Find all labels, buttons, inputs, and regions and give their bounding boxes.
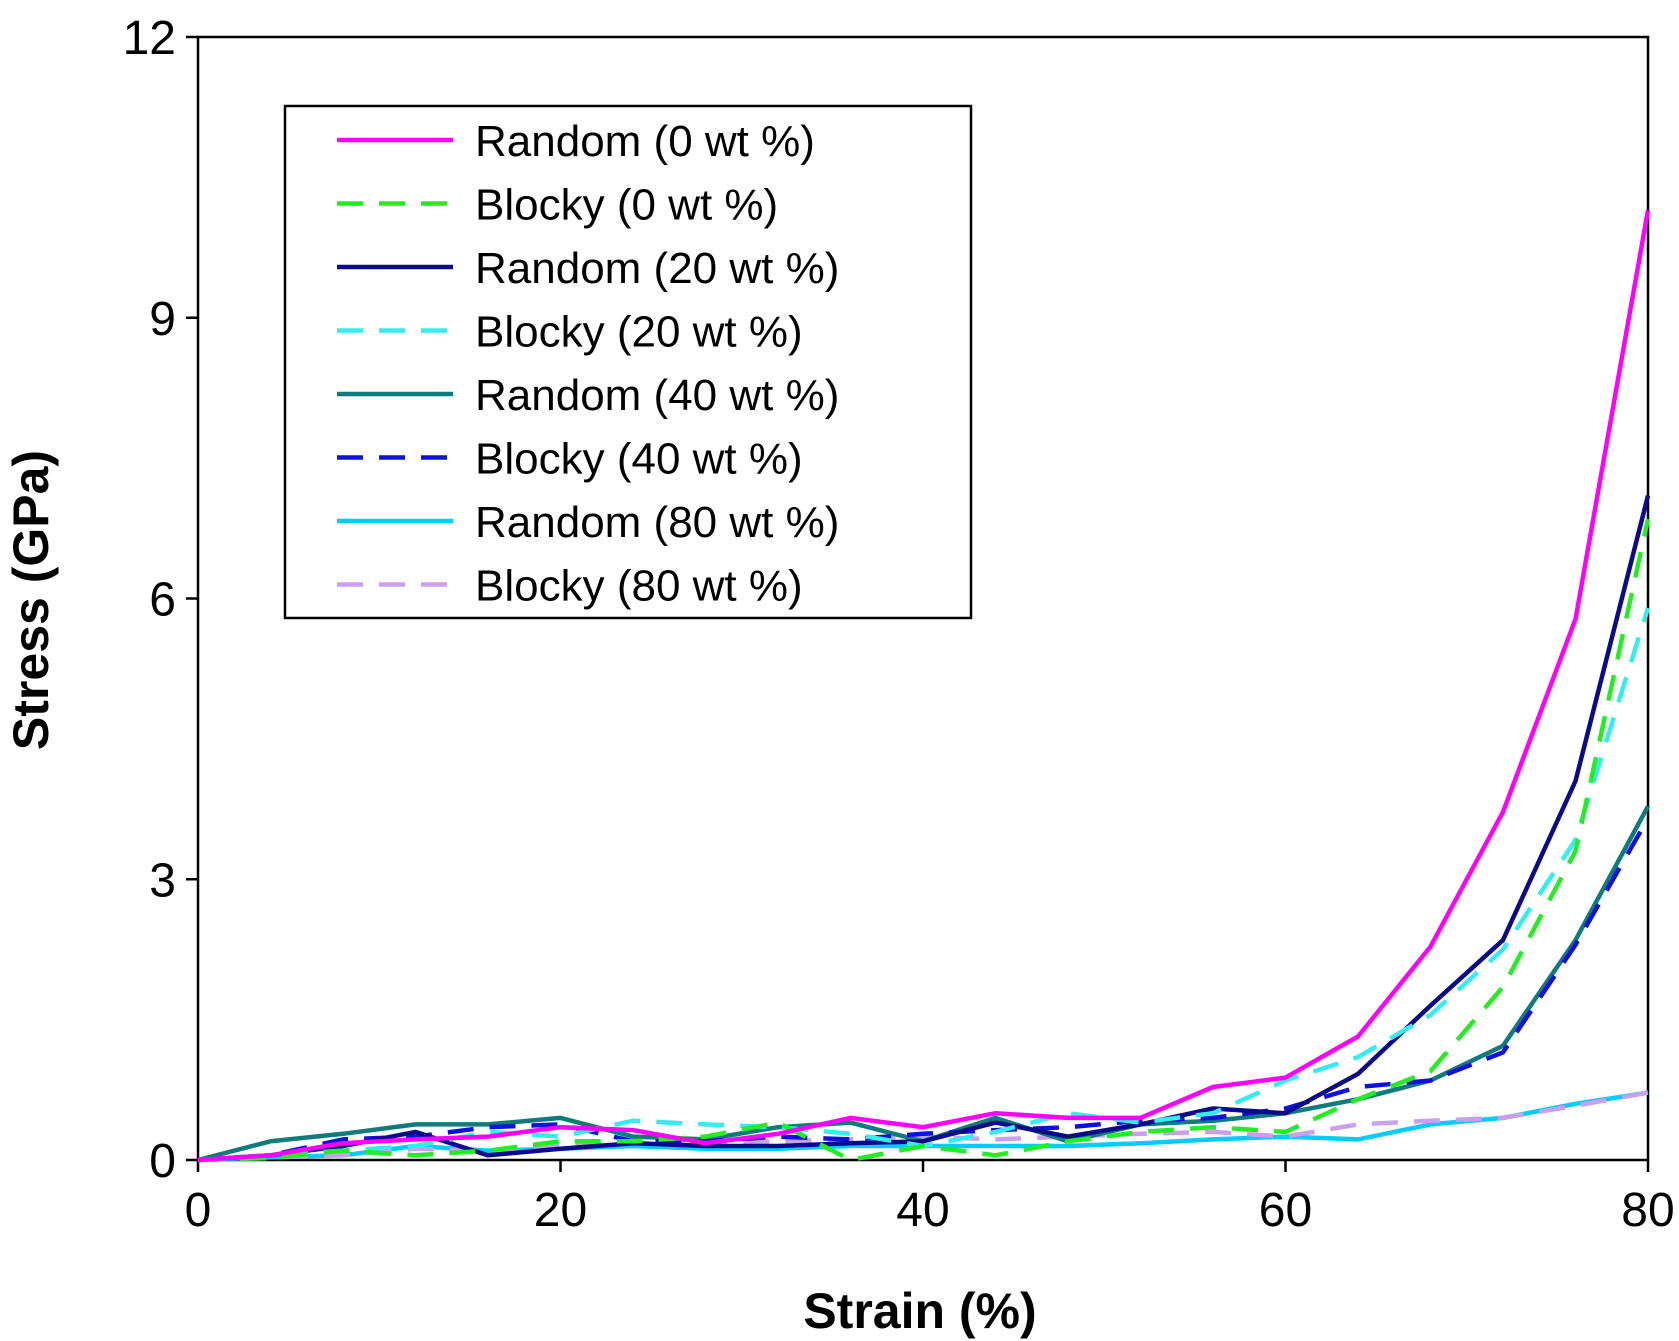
series-line-4	[197, 805, 1650, 1163]
legend-label-1: Blocky (0 wt %)	[475, 181, 778, 230]
legend-label-5: Blocky (40 wt %)	[475, 435, 803, 484]
legend-box	[283, 104, 973, 620]
series-layer	[197, 209, 1651, 1163]
legend-label-0: Random (0 wt %)	[475, 117, 815, 166]
legend-label-6: Random (80 wt %)	[475, 498, 839, 547]
legend: Random (0 wt %) Blocky (0 wt %) Random (20…	[283, 104, 973, 620]
y-tick-label: 3	[149, 854, 176, 907]
series-line-7	[197, 1090, 1649, 1163]
y-tick-label: 9	[149, 293, 176, 346]
x-tick-label: 60	[1259, 1184, 1312, 1237]
y-tick-label: 6	[149, 574, 176, 627]
x-tick-label: 20	[534, 1184, 587, 1237]
x-tick-label: 40	[896, 1184, 949, 1237]
x-tick-label: 0	[185, 1184, 212, 1237]
y-tick-label: 0	[149, 1135, 176, 1188]
y-tick-label: 12	[123, 12, 176, 65]
series-line-0	[197, 209, 1651, 1163]
series-line-1	[197, 518, 1651, 1163]
x-tick-label: 80	[1621, 1184, 1674, 1237]
y-axis-title: Stress (GPa)	[3, 450, 59, 750]
legend-label-7: Blocky (80 wt %)	[475, 562, 803, 611]
x-axis-title: Strain (%)	[803, 1283, 1036, 1339]
legend-label-3: Blocky (20 wt %)	[475, 308, 803, 357]
legend-label-2: Random (20 wt %)	[475, 244, 839, 293]
legend-label-4: Random (40 wt %)	[475, 371, 839, 420]
axis-ticks: 0 20 40 60 80 0 3 6 9 12	[123, 12, 1675, 1237]
series-line-3	[197, 607, 1651, 1163]
series-line-5	[197, 817, 1650, 1163]
